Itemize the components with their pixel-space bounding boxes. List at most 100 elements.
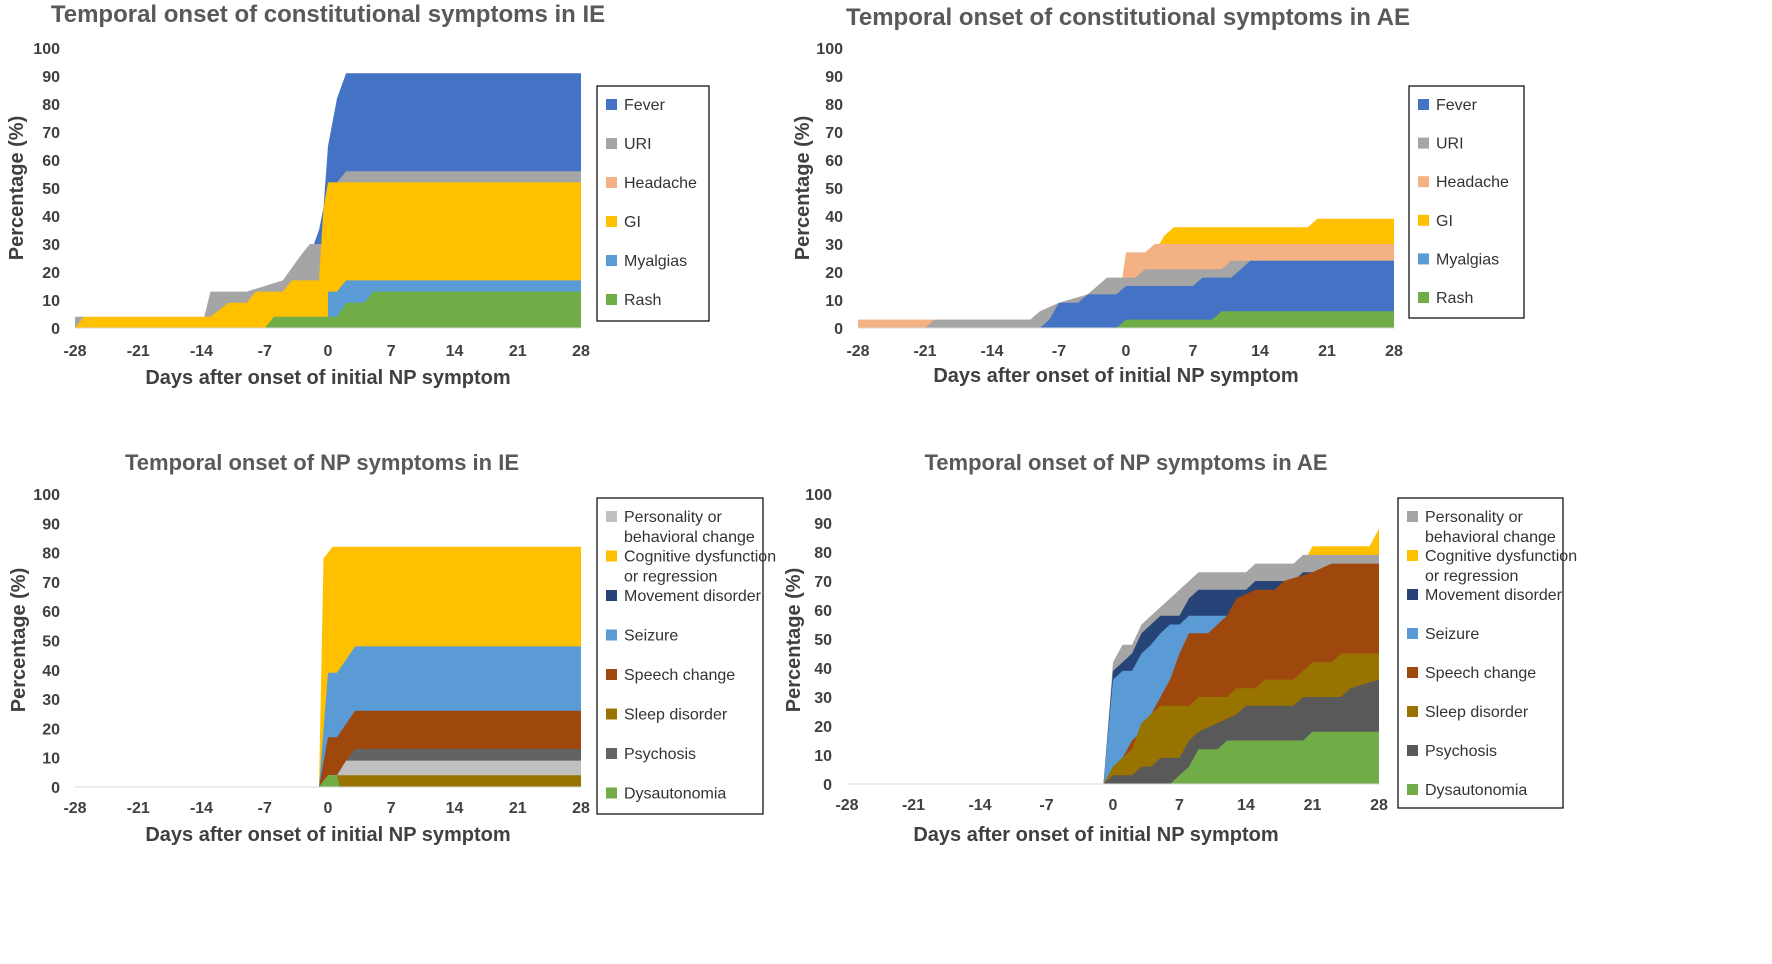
y-tick-label: 0 xyxy=(51,780,60,797)
legend-item-cognitive-dysfunction-or-regression: Cognitive dysfunction or regression xyxy=(606,549,776,586)
legend-item-fever: Fever xyxy=(1418,97,1478,114)
chart-title: Temporal onset of NP symptoms in IE xyxy=(125,450,519,475)
y-tick-label: 70 xyxy=(42,125,60,142)
x-tick-label: 0 xyxy=(324,343,333,360)
legend-swatch xyxy=(606,787,617,799)
legend-label-line: Speech change xyxy=(624,667,735,684)
legend-label: Movement disorder xyxy=(624,588,762,605)
x-tick-label: 14 xyxy=(446,343,464,360)
y-tick-label: 10 xyxy=(825,293,843,310)
y-axis-label: Percentage (%) xyxy=(6,116,28,261)
legend-label-line: Cognitive dysfunction xyxy=(1425,548,1577,565)
y-tick-label: 100 xyxy=(805,487,832,504)
chart-title: Temporal onset of constitutional symptom… xyxy=(51,1,605,28)
x-tick-label: -7 xyxy=(1052,343,1066,360)
legend-label: Speech change xyxy=(624,667,735,684)
legend-item-personality-or-behavioral-change: Personality or behavioral change xyxy=(1407,509,1556,546)
legend-swatch xyxy=(606,550,617,562)
x-tick-label: -28 xyxy=(63,343,86,360)
legend-item-headache: Headache xyxy=(606,175,697,192)
legend-item-gi: GI xyxy=(606,214,641,231)
legend-label-line: Movement disorder xyxy=(1425,587,1563,604)
y-tick-label: 50 xyxy=(42,634,60,651)
legend-label: URI xyxy=(1436,136,1464,153)
legend-swatch xyxy=(606,629,617,641)
legend-swatch xyxy=(606,138,617,149)
y-tick-label: 60 xyxy=(42,604,60,621)
x-tick-label: -21 xyxy=(127,800,150,817)
legend-swatch xyxy=(1407,589,1418,600)
legend-swatch xyxy=(606,255,617,266)
x-tick-label: -14 xyxy=(190,800,213,817)
legend-item-sleep-disorder: Sleep disorder xyxy=(1407,704,1529,721)
x-tick-label: 0 xyxy=(324,800,333,817)
y-tick-label: 20 xyxy=(825,265,843,282)
x-tick-label: 0 xyxy=(1122,343,1131,360)
legend-swatch xyxy=(1407,784,1418,795)
x-tick-label: 21 xyxy=(509,343,527,360)
legend-box xyxy=(1397,497,1564,809)
legend-swatch xyxy=(1418,137,1429,149)
legend-label: Psychosis xyxy=(624,746,696,763)
legend-swatch xyxy=(1418,176,1429,188)
legend: Personality or behavioral change Cognitive… xyxy=(1397,497,1577,809)
chart-title: Temporal onset of constitutional symptom… xyxy=(846,4,1410,31)
legend-label-line: or regression xyxy=(1425,568,1518,585)
x-tick-label: 7 xyxy=(387,343,396,360)
legend-label-line: or regression xyxy=(624,569,717,586)
x-tick-label: 28 xyxy=(572,800,590,817)
x-tick-label: -28 xyxy=(846,343,869,360)
y-tick-label: 0 xyxy=(834,321,843,338)
legend-label-line: Sleep disorder xyxy=(1425,704,1529,721)
legend-label: URI xyxy=(624,136,652,153)
legend-item-dysautonomia: Dysautonomia xyxy=(606,786,726,803)
legend-label-line: Psychosis xyxy=(624,746,696,763)
legend-label-line: Dysautonomia xyxy=(624,786,726,803)
legend-label: Fever xyxy=(624,97,666,114)
y-tick-label: 40 xyxy=(825,209,843,226)
x-tick-label: -14 xyxy=(980,343,1003,360)
y-tick-label: 50 xyxy=(42,181,60,198)
y-tick-label: 40 xyxy=(814,661,832,678)
chart-4: Temporal onset of NP symptoms in AE 0 10 20… xyxy=(783,450,1577,846)
legend-label: Rash xyxy=(1436,290,1473,307)
legend-label: GI xyxy=(1436,213,1453,230)
y-tick-label: 10 xyxy=(42,751,60,768)
x-tick-label: 28 xyxy=(572,343,590,360)
y-tick-label: 90 xyxy=(825,69,843,86)
legend-label: Sleep disorder xyxy=(624,707,728,724)
x-tick-label: 14 xyxy=(1237,797,1255,814)
y-tick-label: 0 xyxy=(51,321,60,338)
y-tick-label: 60 xyxy=(814,603,832,620)
legend-label: Dysautonomia xyxy=(1425,782,1527,799)
x-axis-label: Days after onset of initial NP symptom xyxy=(933,365,1298,387)
y-tick-label: 0 xyxy=(823,777,832,794)
x-axis-label: Days after onset of initial NP symptom xyxy=(145,367,510,389)
legend: Fever URI Headache GI Myalgias Rash xyxy=(1408,85,1525,319)
y-tick-label: 10 xyxy=(42,293,60,310)
legend-label-line: behavioral change xyxy=(1425,529,1556,546)
x-tick-label: 21 xyxy=(1318,343,1336,360)
y-tick-label: 100 xyxy=(33,487,60,504)
legend-swatch xyxy=(606,511,617,522)
x-tick-label: 28 xyxy=(1385,343,1403,360)
legend-item-speech-change: Speech change xyxy=(606,667,735,684)
y-tick-label: 80 xyxy=(42,97,60,114)
legend-item-fever: Fever xyxy=(606,97,666,114)
area-dysautonomia xyxy=(847,731,1379,784)
x-tick-label: 28 xyxy=(1370,797,1388,814)
legend-item-dysautonomia: Dysautonomia xyxy=(1407,782,1527,799)
x-tick-label: -21 xyxy=(127,343,150,360)
x-tick-label: 7 xyxy=(387,800,396,817)
legend-label: Personality or behavioral change xyxy=(624,509,755,546)
y-tick-label: 60 xyxy=(825,153,843,170)
legend-label: Headache xyxy=(1436,174,1509,191)
area-dysautonomia xyxy=(75,775,581,787)
y-tick-label: 30 xyxy=(42,237,60,254)
legend-label: Seizure xyxy=(1425,626,1479,643)
legend-label: Seizure xyxy=(624,628,678,645)
x-tick-label: -21 xyxy=(913,343,936,360)
legend-swatch xyxy=(1418,99,1429,110)
legend-label: Cognitive dysfunction or regression xyxy=(624,549,776,586)
